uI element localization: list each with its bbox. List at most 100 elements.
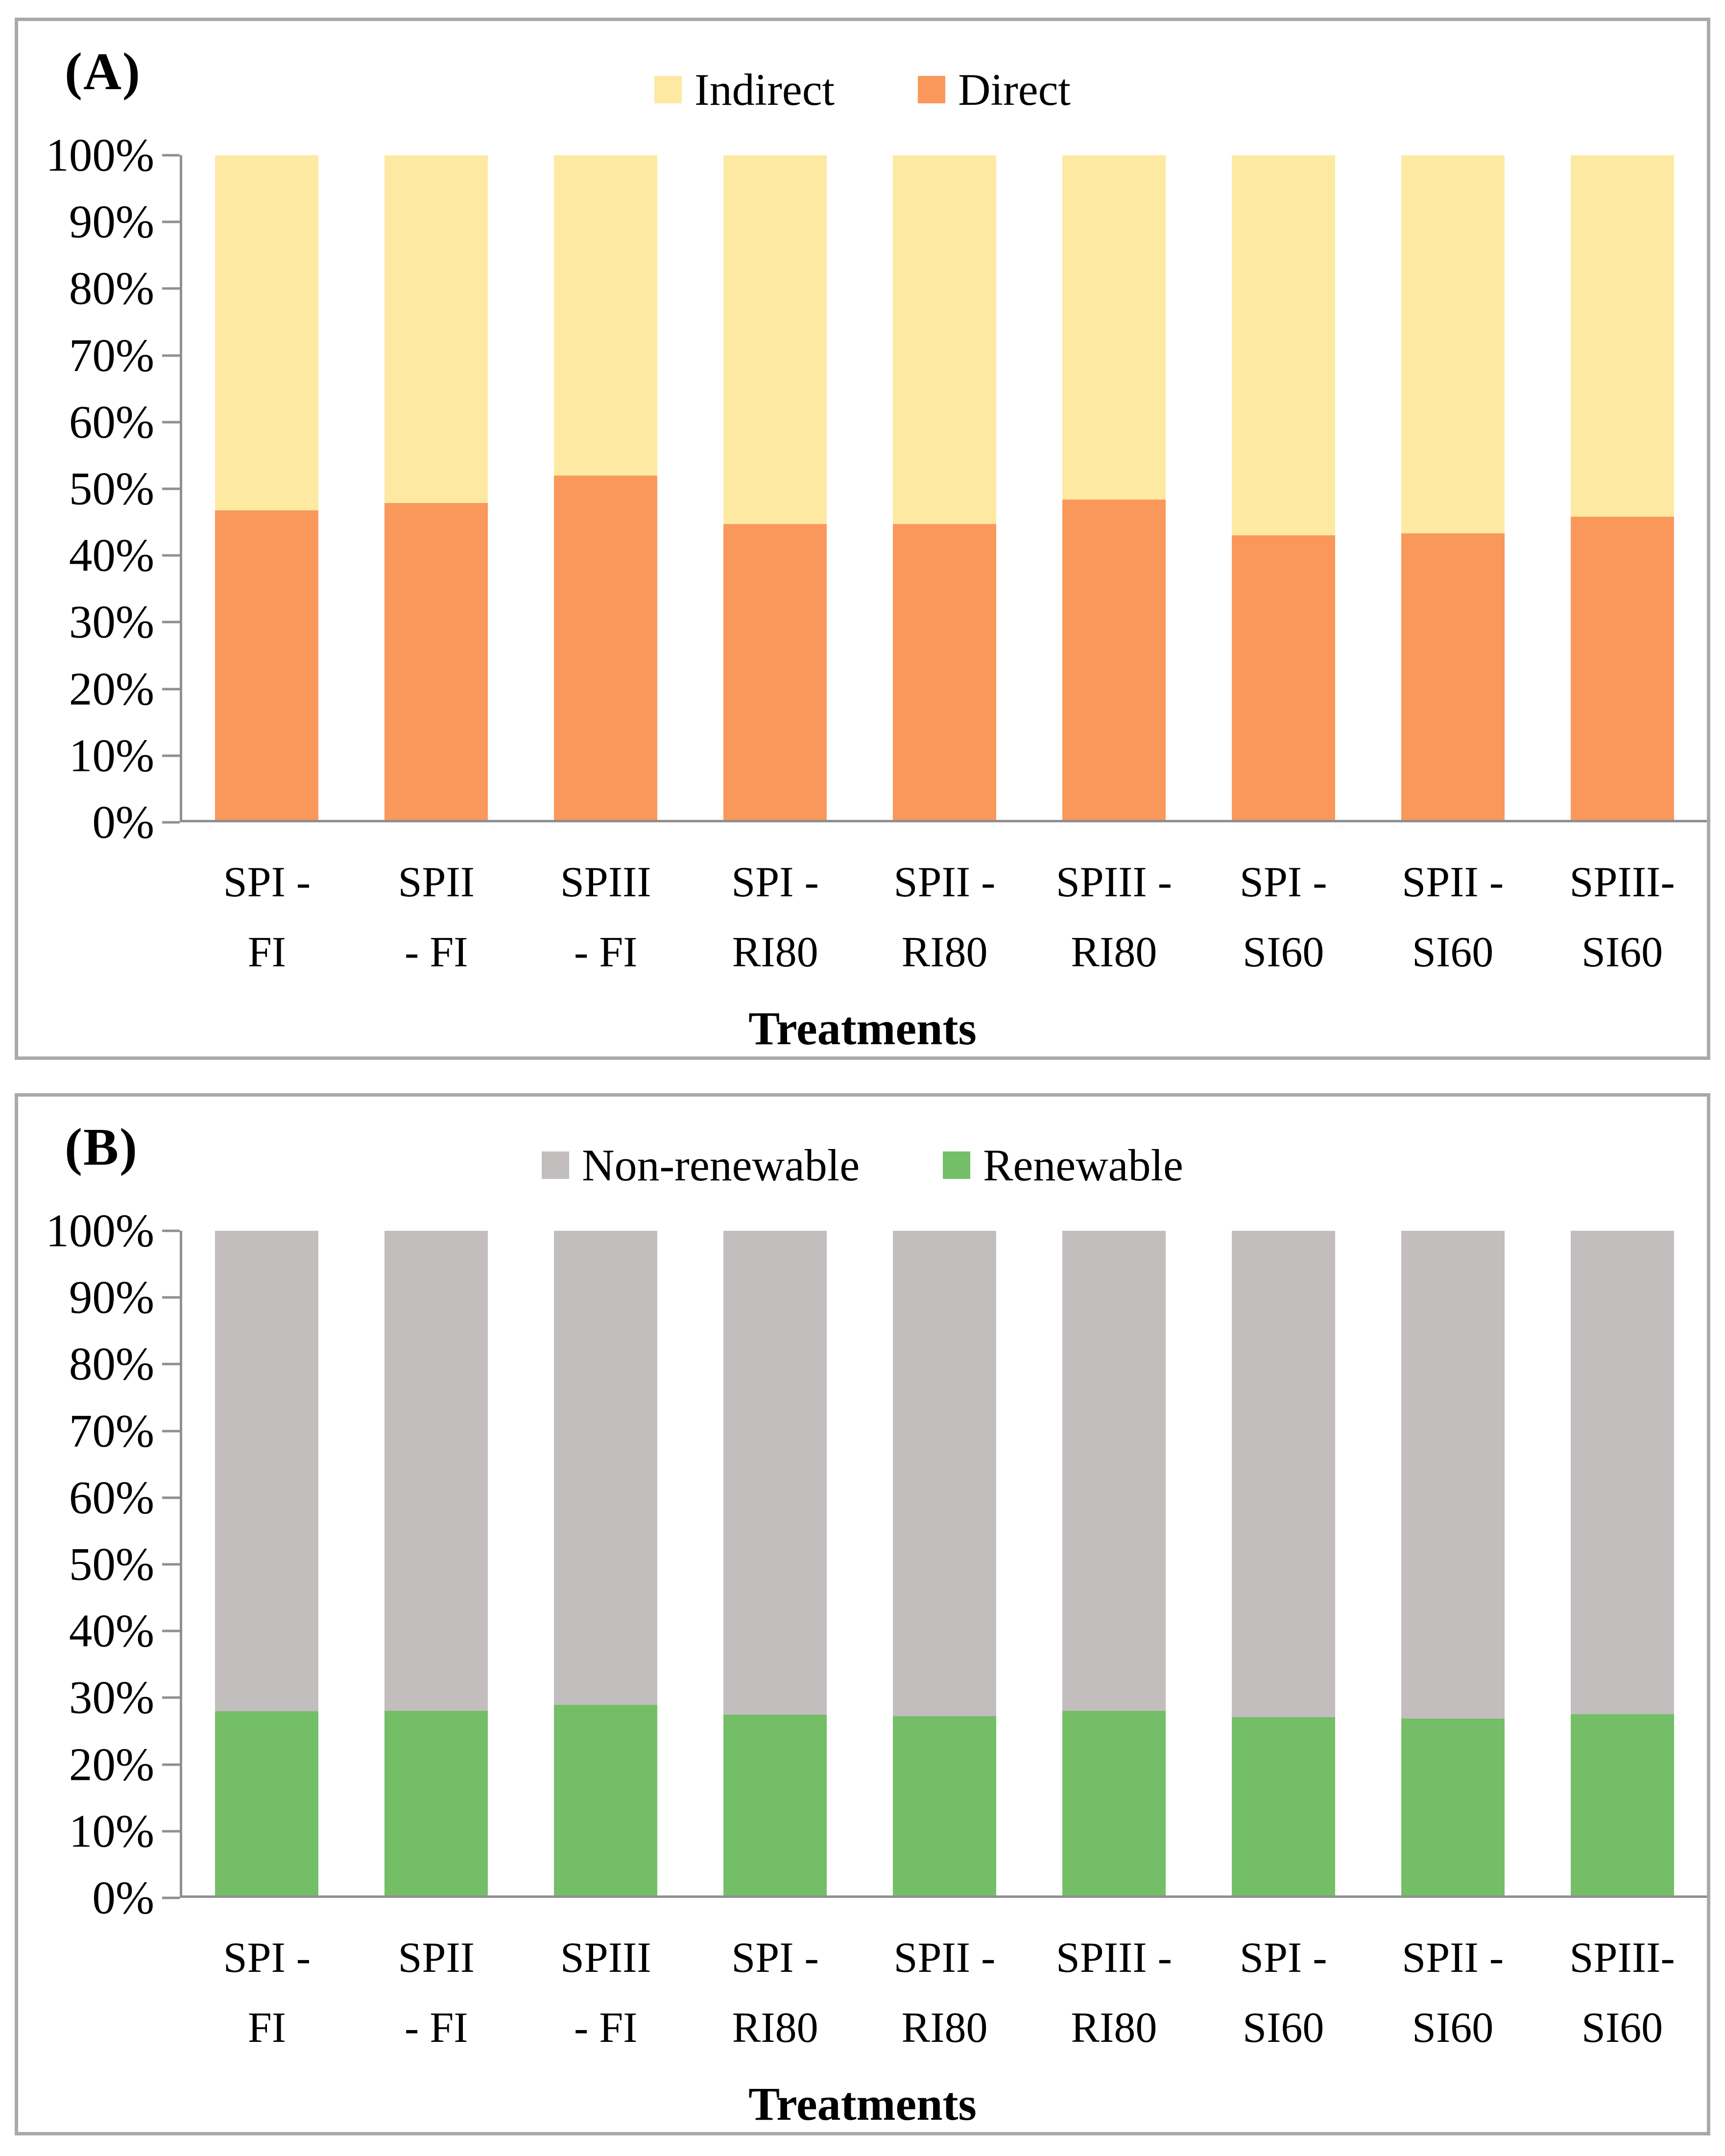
y-tick-label: 50% <box>69 1538 154 1590</box>
stacked-bar <box>1231 155 1335 820</box>
bar-segment-renewable <box>723 1714 827 1895</box>
bar-segment-renewable <box>1570 1714 1674 1895</box>
bar-segment-non-renewable <box>215 1231 319 1712</box>
stacked-bar <box>384 155 488 820</box>
y-tick-label: 20% <box>69 1738 154 1791</box>
y-tick-label: 90% <box>69 1271 154 1323</box>
legend-label: Renewable <box>983 1140 1183 1190</box>
x-category-label: SPIII- SI60 <box>1569 859 1675 976</box>
y-tick-label: 80% <box>69 262 154 314</box>
stacked-bar <box>215 155 319 820</box>
x-axis-title-a: Treatments <box>748 1002 977 1055</box>
bar-segment-direct <box>384 503 488 820</box>
bar-segment-direct <box>1231 535 1335 820</box>
bar-slot <box>860 155 1030 820</box>
bar-segment-indirect <box>554 155 658 476</box>
y-tick: 0% <box>92 799 180 846</box>
bar-segment-renewable <box>554 1704 658 1895</box>
bar-segment-indirect <box>215 155 319 510</box>
bar-segment-non-renewable <box>554 1231 658 1705</box>
bar-segment-indirect <box>1062 155 1166 500</box>
bar-slot <box>521 155 691 820</box>
bar-segment-renewable <box>384 1710 488 1895</box>
y-tick: 0% <box>92 1871 180 1924</box>
stacked-bar <box>723 155 827 820</box>
bar-slot <box>691 1231 860 1895</box>
y-tick-label: 20% <box>69 663 154 715</box>
y-tick-mark <box>162 554 180 557</box>
y-tick-mark <box>162 154 180 157</box>
bar-segment-direct <box>554 476 658 820</box>
legend-swatch <box>654 76 682 103</box>
stacked-bar <box>1401 1231 1505 1895</box>
y-tick-label: 90% <box>69 195 154 248</box>
y-tick: 30% <box>69 1671 180 1724</box>
y-tick-mark <box>162 1430 180 1433</box>
y-tick-mark <box>162 1363 180 1365</box>
y-tick-mark <box>162 287 180 290</box>
y-tick: 90% <box>69 1274 180 1321</box>
bar-slot <box>860 1231 1030 1895</box>
y-tick-mark <box>162 1696 180 1699</box>
panel-a: (A) Indirect Direct 100% 90% 80% 70% 60% 50% 40… <box>15 18 1710 1060</box>
bar-slot <box>521 1231 691 1895</box>
y-tick: 20% <box>69 666 180 712</box>
bar-slot <box>182 155 352 820</box>
y-tick-label: 30% <box>69 1671 154 1724</box>
bar-segment-indirect <box>893 155 996 525</box>
y-tick-label: 60% <box>69 396 154 448</box>
y-tick-mark <box>162 1629 180 1632</box>
stacked-bar <box>893 155 996 820</box>
legend-item: Non-renewable <box>542 1143 860 1188</box>
y-tick: 80% <box>69 1341 180 1388</box>
y-tick: 10% <box>69 1808 180 1854</box>
y-tick-label: 0% <box>92 1871 154 1924</box>
x-category-label: SPI - SI60 <box>1240 859 1327 976</box>
bar-segment-non-renewable <box>384 1231 488 1711</box>
bar-segment-indirect <box>1231 155 1335 536</box>
y-tick-label: 30% <box>69 596 154 648</box>
bar-segment-indirect <box>1570 155 1674 517</box>
y-tick: 100% <box>46 132 180 179</box>
legend-item: Renewable <box>943 1143 1183 1188</box>
x-category-label: SPII - RI80 <box>893 1934 996 2052</box>
bar-segment-renewable <box>1401 1719 1505 1895</box>
y-tick-label: 100% <box>46 129 154 181</box>
y-tick: 60% <box>69 399 180 445</box>
y-axis-b: 100% 90% 80% 70% 60% 50% 40% 30% 20% 10% 0% <box>18 1207 180 1921</box>
x-category-label: SPI - FI <box>223 859 311 976</box>
legend-swatch <box>918 76 946 103</box>
y-tick-mark <box>162 1763 180 1766</box>
bar-segment-direct <box>215 510 319 820</box>
legend-b: Non-renewable Renewable <box>18 1139 1707 1192</box>
bar-slot <box>1029 1231 1198 1895</box>
bar-slot <box>1029 155 1198 820</box>
bar-segment-non-renewable <box>1401 1231 1505 1719</box>
legend-label: Indirect <box>695 65 835 115</box>
x-category-label: SPII - SI60 <box>1402 1934 1504 2052</box>
bar-segment-non-renewable <box>893 1231 996 1716</box>
y-tick-mark <box>162 220 180 223</box>
bar-segment-direct <box>1401 533 1505 820</box>
y-tick-mark <box>162 354 180 357</box>
bar-slot <box>691 155 860 820</box>
stacked-bar <box>554 1231 658 1895</box>
x-category-label: SPI - RI80 <box>731 859 819 976</box>
bar-segment-renewable <box>1062 1710 1166 1895</box>
x-category-label: SPIII - RI80 <box>1055 1934 1172 2052</box>
x-axis-labels-b: SPI - FI SPII - FI SPIII - FI SPI - RI80 SPI… <box>182 1923 1707 2063</box>
x-category-label: SPIII - FI <box>560 859 651 976</box>
bar-slot <box>352 155 521 820</box>
y-tick-label: 60% <box>69 1471 154 1524</box>
x-category-label: SPII - SI60 <box>1402 859 1504 976</box>
y-tick-mark <box>162 1296 180 1299</box>
bar-slot <box>1198 1231 1368 1895</box>
bar-segment-non-renewable <box>1062 1231 1166 1711</box>
y-tick: 40% <box>69 1607 180 1654</box>
legend-label: Non-renewable <box>582 1140 860 1190</box>
bar-segment-direct <box>893 524 996 820</box>
bar-slot <box>1198 155 1368 820</box>
y-tick-label: 80% <box>69 1338 154 1390</box>
y-tick-mark <box>162 821 180 824</box>
y-tick: 10% <box>69 732 180 779</box>
